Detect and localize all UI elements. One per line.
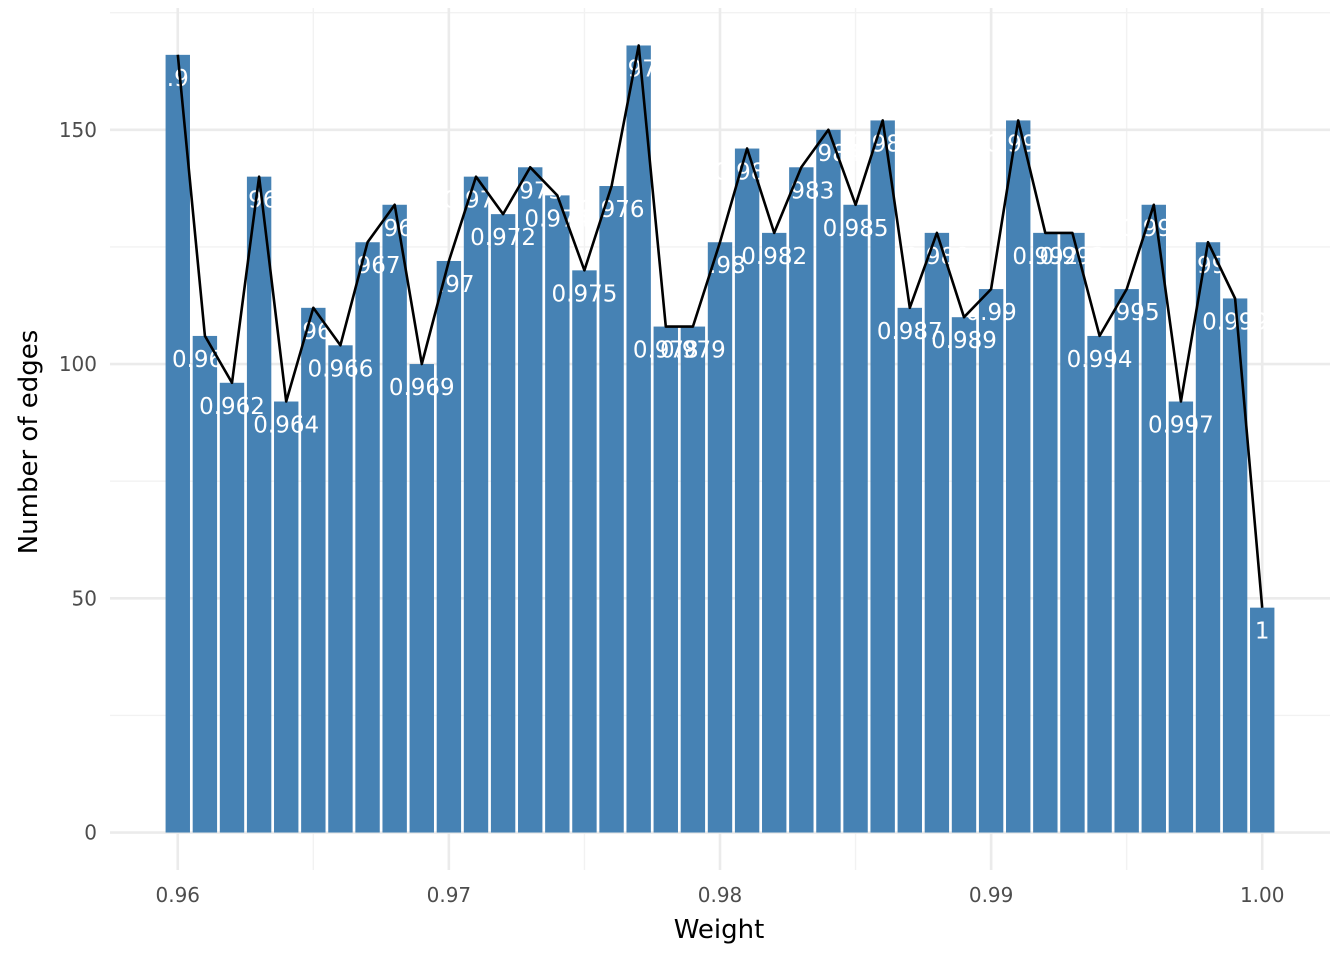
x-axis-tick-labels: 0.96 0.97 0.98 0.99 1.00 bbox=[156, 883, 1285, 907]
bar bbox=[1168, 401, 1194, 833]
bar-label: 0.967 bbox=[335, 253, 401, 279]
bar-label: 0.982 bbox=[741, 244, 807, 270]
x-tick-label: 0.96 bbox=[156, 883, 201, 907]
bar bbox=[246, 176, 272, 833]
bar bbox=[1033, 232, 1058, 833]
y-axis-title: Number of edges bbox=[14, 330, 44, 555]
bar-label: 0.984 bbox=[796, 141, 862, 167]
bar-label: 0.992 bbox=[1012, 244, 1078, 270]
bar-label: 0.998 bbox=[1175, 253, 1241, 279]
bar-label: 0.975 bbox=[552, 281, 618, 307]
bar-label: 0.96 bbox=[152, 66, 203, 92]
bar bbox=[274, 401, 299, 833]
bar-label: 0.97 bbox=[423, 272, 474, 298]
bar-label: 0.974 bbox=[524, 206, 590, 232]
bar bbox=[1006, 120, 1031, 833]
bar bbox=[1195, 242, 1221, 833]
x-tick-label: 0.98 bbox=[698, 883, 743, 907]
bar bbox=[951, 317, 977, 833]
bar-label: 0.988 bbox=[904, 244, 970, 270]
bar-label: 0.983 bbox=[768, 178, 834, 204]
bar-label: 0.985 bbox=[823, 216, 889, 242]
bar-label: 0.963 bbox=[226, 188, 292, 214]
bar bbox=[545, 195, 570, 833]
bar bbox=[1060, 232, 1085, 833]
bar bbox=[599, 186, 624, 833]
bar-label: 0.994 bbox=[1067, 347, 1133, 373]
bar-label: 0.965 bbox=[280, 319, 346, 345]
bar bbox=[897, 307, 922, 833]
bar bbox=[1141, 204, 1166, 833]
bar-label: 0.969 bbox=[389, 375, 455, 401]
bar-label: 0.98 bbox=[694, 253, 745, 279]
bar-label: 0.987 bbox=[877, 319, 943, 345]
y-tick-label: 50 bbox=[72, 586, 97, 610]
bar bbox=[490, 214, 516, 833]
bar bbox=[219, 382, 245, 833]
trend-line bbox=[176, 44, 1264, 608]
bar-label: 0.978 bbox=[633, 338, 699, 364]
bar-label: 0.968 bbox=[362, 216, 428, 242]
bar bbox=[734, 148, 760, 833]
bar-label: 0.981 bbox=[714, 160, 780, 186]
bar-label: 0.997 bbox=[1148, 413, 1214, 439]
bar-label: 0.995 bbox=[1094, 300, 1160, 326]
bar bbox=[355, 242, 380, 833]
bar bbox=[924, 232, 950, 833]
x-tick-label: 0.97 bbox=[427, 883, 472, 907]
bar-label: 0.991 bbox=[985, 131, 1051, 157]
bar bbox=[192, 335, 218, 833]
bar-label: 0.962 bbox=[199, 394, 265, 420]
bar-label: 0.964 bbox=[253, 413, 319, 439]
bar-label: 0.996 bbox=[1121, 216, 1187, 242]
bar-value-labels: 0.96 0.961 0.962 0.963 0.964 0.965 0.966 0.967 0… bbox=[152, 56, 1269, 644]
bar bbox=[463, 176, 489, 833]
bar-label: 0.971 bbox=[443, 188, 509, 214]
bar bbox=[816, 129, 841, 833]
y-tick-label: 100 bbox=[59, 352, 97, 376]
y-tick-label: 0 bbox=[84, 821, 97, 845]
bar-label: 0.999 bbox=[1202, 309, 1268, 335]
bar bbox=[165, 54, 190, 833]
trend-line-layer bbox=[176, 44, 1264, 608]
bar-label: 0.986 bbox=[850, 131, 916, 157]
bar bbox=[978, 289, 1004, 833]
bar bbox=[762, 232, 787, 833]
bar bbox=[1250, 607, 1275, 833]
bar bbox=[843, 204, 868, 833]
bar-label: 0.989 bbox=[931, 328, 997, 354]
y-tick-label: 150 bbox=[59, 118, 97, 142]
bar-label: 0.966 bbox=[308, 356, 374, 382]
bar bbox=[707, 242, 733, 833]
bar-series bbox=[165, 45, 1275, 833]
bar bbox=[328, 345, 353, 833]
bar bbox=[301, 307, 326, 833]
bar bbox=[382, 204, 407, 833]
bar bbox=[572, 270, 597, 833]
bar bbox=[653, 326, 678, 833]
bar-label: 0.977 bbox=[606, 56, 672, 82]
bar bbox=[409, 364, 434, 833]
bar bbox=[1087, 335, 1112, 833]
y-axis-tick-labels: 0 50 100 150 bbox=[59, 118, 97, 845]
x-axis-title: Weight bbox=[674, 915, 765, 945]
bar bbox=[870, 120, 895, 833]
bar bbox=[436, 260, 462, 833]
bar-label: 0.993 bbox=[1040, 244, 1106, 270]
bar-label: 1 bbox=[1255, 619, 1270, 645]
bar bbox=[626, 45, 651, 833]
bar-label: 0.972 bbox=[470, 225, 536, 251]
bar bbox=[518, 167, 543, 833]
bar-label: 0.976 bbox=[579, 197, 645, 223]
bar bbox=[1222, 298, 1248, 833]
bar-label: 0.979 bbox=[660, 338, 726, 364]
bar bbox=[1114, 289, 1139, 833]
bar-label: 0.99 bbox=[966, 300, 1017, 326]
x-tick-label: 0.99 bbox=[969, 883, 1014, 907]
bar bbox=[789, 167, 814, 833]
bar bbox=[680, 326, 706, 833]
x-tick-label: 1.00 bbox=[1240, 883, 1285, 907]
bar-label: 0.961 bbox=[172, 347, 238, 373]
